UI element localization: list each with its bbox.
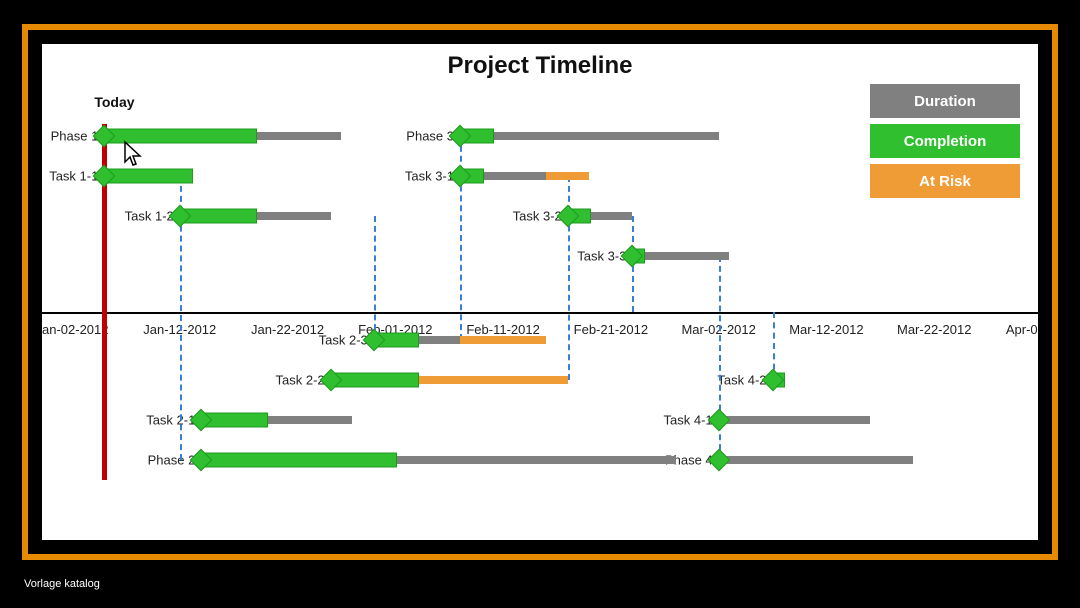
completion-bar xyxy=(331,373,419,388)
gantt-chart: Project Timeline DurationCompletionAt Ri… xyxy=(42,44,1038,540)
legend-item-duration: Duration xyxy=(870,84,1020,118)
risk-bar xyxy=(460,336,546,344)
today-label: Today xyxy=(94,94,134,110)
chart-frame: Project Timeline DurationCompletionAt Ri… xyxy=(22,24,1058,560)
risk-bar xyxy=(417,376,568,384)
task-row: Task 2-3 xyxy=(42,330,1038,350)
completion-bar xyxy=(180,209,257,224)
chart-title: Project Timeline xyxy=(42,52,1038,80)
duration-bar xyxy=(719,456,913,464)
dependency-line xyxy=(374,216,376,340)
duration-bar xyxy=(719,416,870,424)
completion-bar xyxy=(104,169,192,184)
completion-bar xyxy=(201,453,397,468)
outer-frame: Project Timeline DurationCompletionAt Ri… xyxy=(0,0,1080,608)
risk-bar xyxy=(546,172,589,180)
x-axis: Jan-02-2012Jan-12-2012Jan-22-2012Feb-01-… xyxy=(42,312,1038,314)
duration-bar xyxy=(632,252,729,260)
caption-text: Vorlage katalog xyxy=(24,578,100,590)
cursor-icon xyxy=(122,140,144,168)
task-row: Task 3-3 xyxy=(42,246,1038,266)
duration-bar xyxy=(460,132,719,140)
